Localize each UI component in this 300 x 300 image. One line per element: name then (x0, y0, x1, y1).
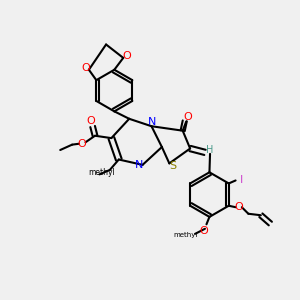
Text: O: O (200, 226, 208, 236)
Text: N: N (148, 117, 156, 128)
Text: O: O (81, 63, 90, 73)
Text: O: O (235, 202, 244, 212)
Text: O: O (122, 51, 131, 62)
Text: H: H (206, 145, 213, 155)
Text: I: I (240, 176, 243, 185)
Text: O: O (77, 139, 86, 149)
Text: N: N (134, 160, 143, 170)
Text: methyl: methyl (88, 168, 115, 177)
Text: O: O (86, 116, 94, 126)
Text: S: S (169, 161, 176, 171)
Text: methyl: methyl (173, 232, 198, 238)
Text: O: O (183, 112, 192, 122)
